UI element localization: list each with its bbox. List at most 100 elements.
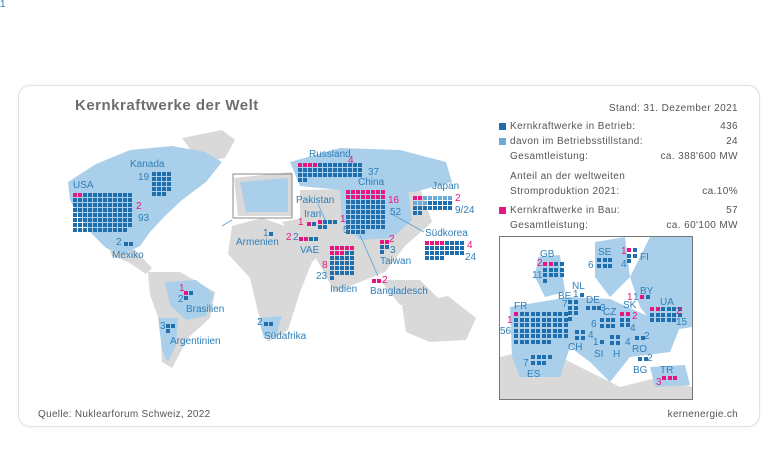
country-name: SE [598, 247, 612, 258]
operating-unit [93, 203, 97, 207]
operating-unit [88, 213, 92, 217]
operating-unit [366, 215, 370, 219]
operating-unit [530, 339, 535, 344]
operating-unit [157, 172, 161, 176]
operating-unit [128, 203, 132, 207]
operating-unit [371, 210, 375, 214]
operating-unit [608, 258, 612, 262]
legend-share-value: ca.10% [702, 186, 738, 197]
operating-unit [381, 205, 385, 209]
operating-unit [113, 228, 117, 232]
operating-unit [308, 173, 312, 177]
operating-unit [78, 203, 82, 207]
country-name: Argentinien [170, 336, 221, 347]
operating-unit [597, 258, 601, 262]
leader-lines [221, 203, 425, 277]
operating-count: 4 [621, 259, 627, 270]
site-link[interactable]: kernenergie.ch [667, 409, 738, 420]
operating-count: 1 [263, 228, 269, 239]
operating-unit [632, 248, 637, 252]
operating-unit [677, 312, 682, 317]
operating-unit [348, 163, 352, 167]
construction-unit [413, 196, 417, 200]
operating-unit [162, 187, 166, 191]
shutdown-unit [413, 201, 417, 205]
operating-unit [323, 225, 327, 229]
construction-count: 2 [455, 193, 461, 204]
country-name: BE [558, 291, 572, 302]
construction-unit [650, 307, 654, 311]
operating-unit [330, 261, 334, 265]
operating-count: 93 [138, 213, 150, 224]
operating-unit [536, 323, 540, 327]
construction-unit [548, 262, 553, 266]
operating-count: 4 [588, 330, 594, 341]
country-name: Südafrika [264, 331, 307, 342]
operating-unit [430, 251, 434, 255]
operating-unit [558, 328, 562, 333]
operating-unit [543, 267, 547, 272]
operating-unit [113, 213, 117, 217]
operating-unit [602, 263, 607, 268]
operating-unit [83, 198, 87, 202]
construction-unit [361, 190, 365, 194]
operating-unit [303, 168, 307, 172]
operating-unit [152, 172, 156, 176]
operating-unit [340, 271, 344, 275]
operating-unit [88, 198, 92, 202]
country-name: Russland [309, 149, 351, 160]
operating-unit [83, 208, 87, 212]
operating-unit [129, 242, 133, 246]
operating-unit [600, 323, 604, 328]
construction-count: 2 [632, 311, 638, 322]
operating-unit [519, 334, 524, 338]
operating-unit [361, 200, 365, 204]
shutdown-unit [418, 201, 422, 205]
operating-unit [98, 223, 102, 227]
operating-unit [413, 211, 417, 215]
operating-unit [563, 317, 568, 322]
operating-unit [346, 220, 350, 224]
operating-unit [435, 251, 439, 255]
operating-unit [338, 173, 342, 177]
operating-unit [113, 218, 117, 222]
operating-unit [514, 328, 518, 333]
operating-unit [108, 203, 112, 207]
operating-unit [530, 312, 535, 316]
europe-blue [240, 178, 288, 212]
operating-unit [358, 168, 362, 172]
legend-share-label-2: Stromproduktion 2021: [510, 186, 620, 197]
construction-unit [514, 312, 518, 316]
operating-unit [580, 293, 584, 297]
country-name: Pakistan [296, 195, 335, 206]
operating-unit [346, 200, 350, 204]
operating-unit [376, 225, 380, 229]
construction-count: 1 [179, 283, 185, 294]
operating-unit [162, 177, 166, 181]
operating-unit [580, 330, 585, 334]
operating-unit [366, 220, 370, 224]
operating-unit [128, 208, 132, 212]
operating-unit [338, 168, 342, 172]
operating-unit [123, 223, 127, 227]
operating-unit [166, 324, 170, 328]
operating-unit [298, 178, 302, 182]
construction-count: 1 [621, 246, 627, 257]
operating-unit [543, 278, 547, 283]
operating-unit [605, 318, 610, 322]
construction-unit [330, 251, 334, 255]
operating-unit [351, 225, 355, 229]
operating-unit [445, 241, 449, 245]
construction-unit [376, 190, 380, 194]
operating-unit [335, 271, 339, 275]
construction-unit [308, 163, 312, 167]
operating-count: 24 [465, 252, 477, 263]
operating-unit [98, 203, 102, 207]
operating-unit [519, 328, 524, 333]
operating-unit [356, 215, 360, 219]
operating-unit [113, 198, 117, 202]
operating-unit [118, 228, 122, 232]
operating-unit [425, 251, 429, 255]
operating-unit [525, 339, 529, 344]
legend-shutdown-swatch [499, 138, 506, 145]
